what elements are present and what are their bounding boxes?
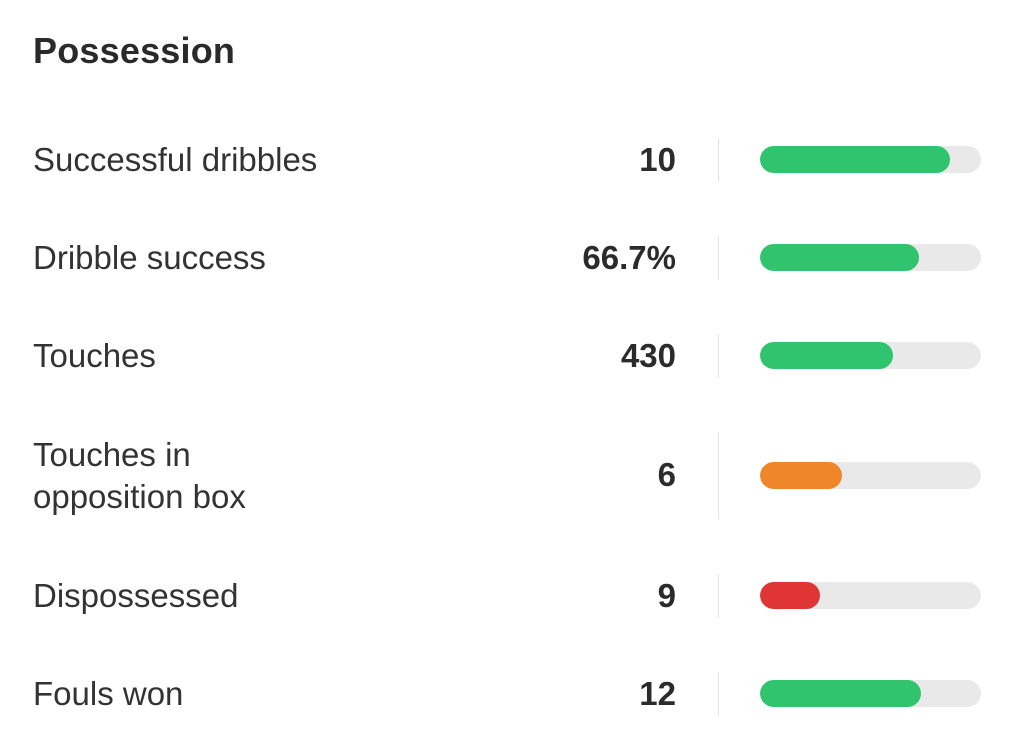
stat-bar-track (760, 342, 981, 369)
stat-label: Dispossessed (33, 577, 239, 614)
divider (718, 672, 719, 716)
stat-bar-fill (760, 680, 922, 707)
stat-value: 9 (657, 577, 676, 614)
stat-label: Touches in opposition box (33, 436, 246, 515)
stat-bar-track (760, 146, 981, 173)
stat-bar-fill (760, 582, 820, 609)
divider (718, 236, 719, 280)
divider (718, 432, 719, 519)
stat-bar-track (760, 244, 981, 271)
stat-value: 12 (639, 675, 676, 712)
divider (718, 334, 719, 378)
stat-bar-fill (760, 146, 951, 173)
stat-bar-fill (760, 244, 920, 271)
stat-bar-track (760, 582, 981, 609)
stat-label: Successful dribbles (33, 141, 318, 178)
stat-label: Dribble success (33, 239, 266, 276)
stat-value: 6 (657, 456, 676, 493)
stat-bar-track (760, 680, 981, 707)
stat-bar-fill (760, 342, 893, 369)
divider (718, 138, 719, 182)
stat-label: Fouls won (33, 675, 184, 712)
divider (718, 574, 719, 618)
stat-value: 10 (639, 141, 676, 178)
section-title: Possession (33, 30, 236, 71)
stat-bar-fill (760, 462, 842, 489)
stat-label: Touches (33, 337, 156, 374)
stat-value: 430 (620, 337, 676, 374)
stat-value: 66.7% (582, 239, 676, 276)
stat-bar-track (760, 462, 981, 489)
